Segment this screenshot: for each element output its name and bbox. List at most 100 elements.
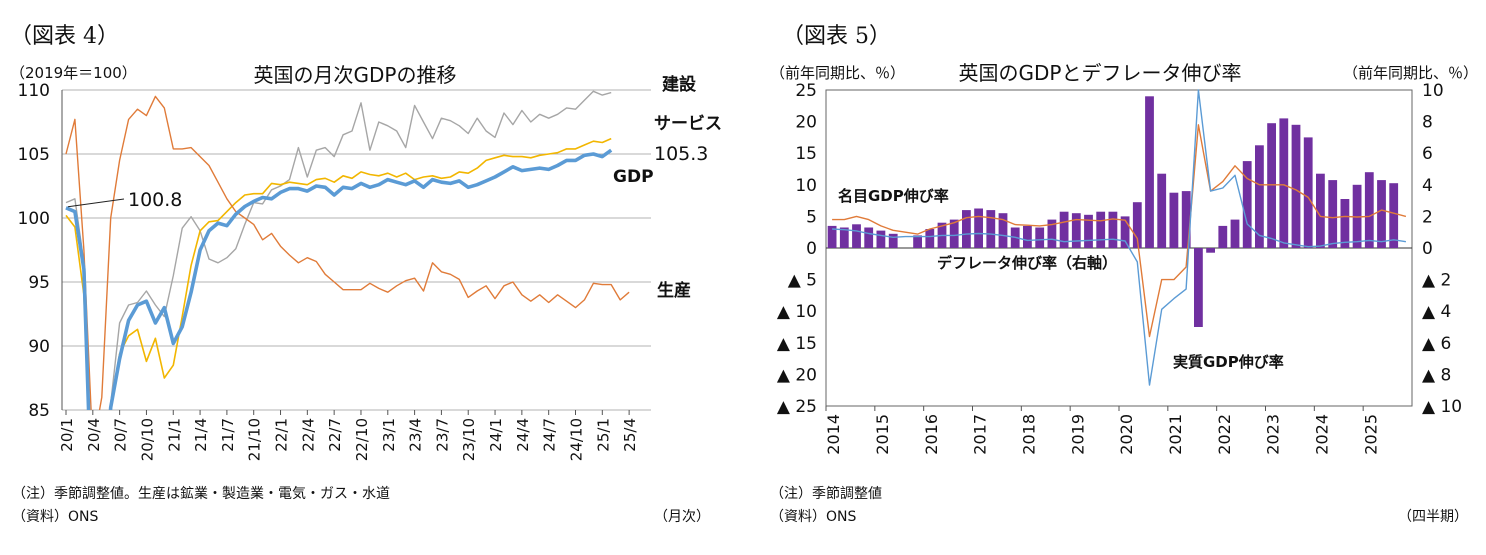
figure5-bar xyxy=(1145,96,1154,248)
figure5-bar xyxy=(1157,173,1167,248)
figure4-x-tick-label: 23/7 xyxy=(433,418,451,452)
figure5-x-tick-label: 2018 xyxy=(1019,414,1038,455)
figure5-right-tick-label: ▲ 4 xyxy=(1422,302,1451,322)
figure5-x-tick-label: 2019 xyxy=(1068,414,1087,455)
figure4-series xyxy=(65,90,630,410)
figure5-bar xyxy=(888,233,898,248)
figure4-y-tick-label: 95 xyxy=(28,273,50,293)
figure5-bar xyxy=(864,227,874,248)
figure5-nominal-label: 名目GDP伸び率 xyxy=(838,187,949,205)
figure5-line-名目GDP伸び率 xyxy=(832,124,1407,338)
figure4-note: （注）季節調整値。生産は鉱業・製造業・電気・ガス・水道 xyxy=(12,485,390,502)
figure4-x-tick-label: 23/1 xyxy=(380,418,398,452)
figure4-x-tick-label: 23/10 xyxy=(460,418,478,461)
figure5-right-tick-label: ▲ 2 xyxy=(1422,271,1451,291)
figure4-x-tick-label: 20/10 xyxy=(138,418,156,461)
figure4-y-tick-label: 85 xyxy=(28,401,50,421)
figure5-bar xyxy=(1230,219,1240,248)
figure5-bar xyxy=(1084,214,1093,248)
figure4-series-サービス xyxy=(65,137,612,410)
figure5-bar xyxy=(1242,161,1252,248)
figure5-note: （注）季節調整値 xyxy=(770,485,882,502)
figure4-series-生産 xyxy=(65,95,630,410)
figure4-x-tick-label: 21/4 xyxy=(192,418,210,452)
figure5-right-tick-label: 4 xyxy=(1422,176,1433,196)
figure5-label: （図表 5） xyxy=(782,24,891,49)
figure5-x-tick-label: 2024 xyxy=(1312,414,1331,455)
figure5-x-tick-label: 2014 xyxy=(824,414,843,455)
figure5-series-lines xyxy=(832,89,1407,386)
figure5-left-tick-label: ▲ 20 xyxy=(777,365,817,385)
figure4-series-建設 xyxy=(65,90,612,410)
figure4-x-tick-label: 24/4 xyxy=(514,418,532,452)
figure5-title: 英国のGDPとデフレータ伸び率 xyxy=(959,61,1242,85)
figure5-deflator-bars xyxy=(827,96,1399,327)
figure5-bar xyxy=(876,230,886,248)
figure5-deflator-label: デフレータ伸び率（右軸） xyxy=(937,254,1117,272)
figure5-bar xyxy=(1035,227,1045,248)
figure5-right-tick-label: 2 xyxy=(1422,207,1433,227)
figure5-bar xyxy=(998,213,1008,248)
figure5-x-tick-label: 2015 xyxy=(873,414,892,455)
figure5-bar xyxy=(913,235,922,248)
figure5-left-tick-label: 5 xyxy=(806,207,817,227)
figure5-bar xyxy=(1047,219,1057,248)
figure4-x-tick-label: 24/10 xyxy=(567,418,585,461)
figure4-x-tick-label: 21/7 xyxy=(219,418,237,452)
figure5-right-tick-label: 0 xyxy=(1422,239,1433,259)
figure5-left-unit-label: （前年同期比、％） xyxy=(770,64,905,82)
figure5-x-tick-label: 2020 xyxy=(1117,414,1136,455)
figure5-left-tick-label: ▲ 15 xyxy=(777,334,817,354)
figure5-real-label: 実質GDP伸び率 xyxy=(1173,353,1284,371)
figure4-label-サービス: サービス xyxy=(654,114,722,134)
figure5-bar xyxy=(1303,137,1313,248)
figure5-left-tick-label: 10 xyxy=(795,176,817,196)
figure5-line-実質GDP伸び率 xyxy=(832,89,1407,386)
figure4-x-tick-label: 25/1 xyxy=(594,418,612,452)
figure5-bar xyxy=(1023,225,1032,248)
figure4-x-tick-label: 24/7 xyxy=(541,418,559,452)
figure5-x-tick-label: 2016 xyxy=(922,414,941,455)
figure5-x-tick-label: 2021 xyxy=(1166,414,1185,455)
figure5-right-tick-label: ▲ 10 xyxy=(1422,397,1462,417)
figure5-bar xyxy=(925,229,935,248)
figure5-bar xyxy=(1181,191,1191,248)
figure5-bar xyxy=(1218,225,1228,248)
figure4-start-value-leader xyxy=(67,198,125,208)
figure5-right-tick-label: ▲ 6 xyxy=(1422,334,1451,354)
figure5-bar xyxy=(962,210,971,248)
figure5-bar xyxy=(1206,248,1215,253)
figure4-x-tick-label: 22/4 xyxy=(299,418,317,452)
figure4-label-生産: 生産 xyxy=(657,280,691,301)
figure4-x-tick-label: 20/1 xyxy=(58,418,76,452)
figure5-bar xyxy=(1364,172,1374,248)
figure5-bar xyxy=(1255,145,1264,248)
figure5-right-tick-label: 6 xyxy=(1422,144,1433,164)
figure5-left-tick-label: ▲ 25 xyxy=(777,397,817,417)
figure4-x-tick-label: 20/4 xyxy=(85,418,103,452)
figure5-bar xyxy=(1194,248,1203,327)
figure4-y-tick-label: 90 xyxy=(28,337,50,357)
figure4-y-tick-label: 110 xyxy=(18,81,50,101)
figure5-x-tick-label: 2022 xyxy=(1215,414,1234,455)
figure5-left-tick-label: 15 xyxy=(795,144,817,164)
figure5-left-tick-label: 25 xyxy=(795,81,817,101)
figure4-x-tick-label: 24/1 xyxy=(487,418,505,452)
figure4-x-tick-label: 22/1 xyxy=(273,418,291,452)
figure4-x-tick-label: 22/10 xyxy=(353,418,371,461)
figure5-left-tick-label: 0 xyxy=(806,239,817,259)
figure4-series-GDP xyxy=(65,148,613,410)
figure5-right-unit-label: （前年同期比、％） xyxy=(1343,64,1478,82)
figure5-bar xyxy=(1291,124,1301,248)
figure4-end-value: 105.3 xyxy=(654,143,708,165)
figure5-bar xyxy=(1316,173,1325,248)
figure4-source: （資料）ONS xyxy=(12,509,98,525)
figure5-bar xyxy=(1132,202,1142,248)
figure5-x-tick-label: 2017 xyxy=(971,414,990,455)
figure5-bar xyxy=(1096,211,1106,248)
figure4-y-tick-label: 105 xyxy=(18,145,50,165)
figure4-x-axis: 20/1 20/4 20/7 20/10 21/1 21/4 21/7 21/10 22/1 22… xyxy=(58,410,639,461)
figure4-y-axis: 85 90 95 100 105 110 xyxy=(18,81,63,421)
